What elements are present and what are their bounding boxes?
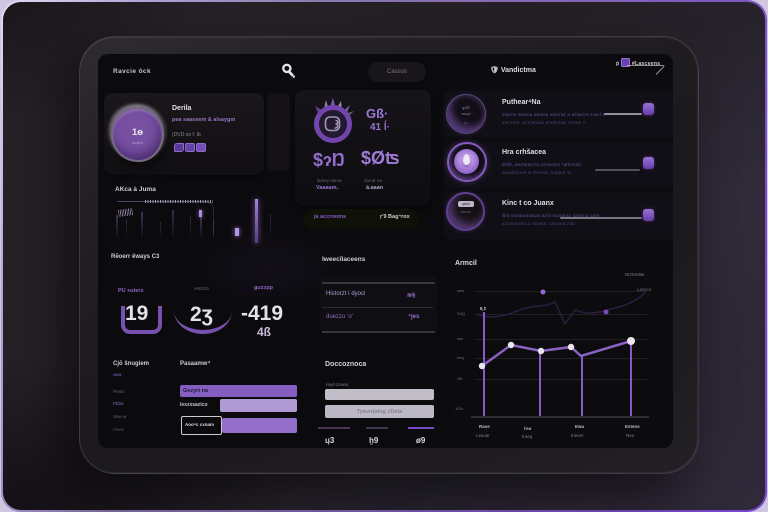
svg-text:қ ɪ: қ ɪ [480, 306, 486, 312]
